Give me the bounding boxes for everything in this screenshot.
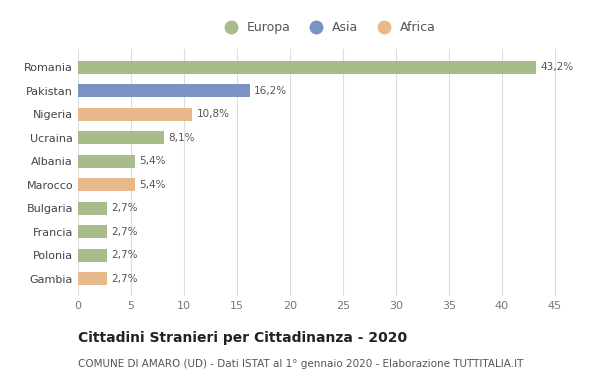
Legend: Europa, Asia, Africa: Europa, Asia, Africa (214, 16, 440, 39)
Text: 16,2%: 16,2% (254, 86, 287, 96)
Text: 2,7%: 2,7% (111, 203, 137, 213)
Text: 2,7%: 2,7% (111, 274, 137, 284)
Text: COMUNE DI AMARO (UD) - Dati ISTAT al 1° gennaio 2020 - Elaborazione TUTTITALIA.I: COMUNE DI AMARO (UD) - Dati ISTAT al 1° … (78, 359, 523, 369)
Text: 8,1%: 8,1% (168, 133, 194, 142)
Bar (78, 84, 250, 97)
Text: 5,4%: 5,4% (139, 156, 166, 166)
Bar (78, 225, 107, 238)
Bar (78, 202, 107, 215)
Text: 2,7%: 2,7% (111, 250, 137, 260)
Bar (78, 272, 107, 285)
Text: 5,4%: 5,4% (139, 180, 166, 190)
Text: 43,2%: 43,2% (540, 62, 573, 72)
Text: 10,8%: 10,8% (197, 109, 230, 119)
Bar (78, 108, 193, 120)
Text: 2,7%: 2,7% (111, 227, 137, 237)
Text: Cittadini Stranieri per Cittadinanza - 2020: Cittadini Stranieri per Cittadinanza - 2… (78, 331, 407, 345)
Bar (78, 155, 135, 168)
Bar (78, 61, 536, 74)
Bar (78, 131, 164, 144)
Bar (78, 249, 107, 262)
Bar (78, 178, 135, 191)
